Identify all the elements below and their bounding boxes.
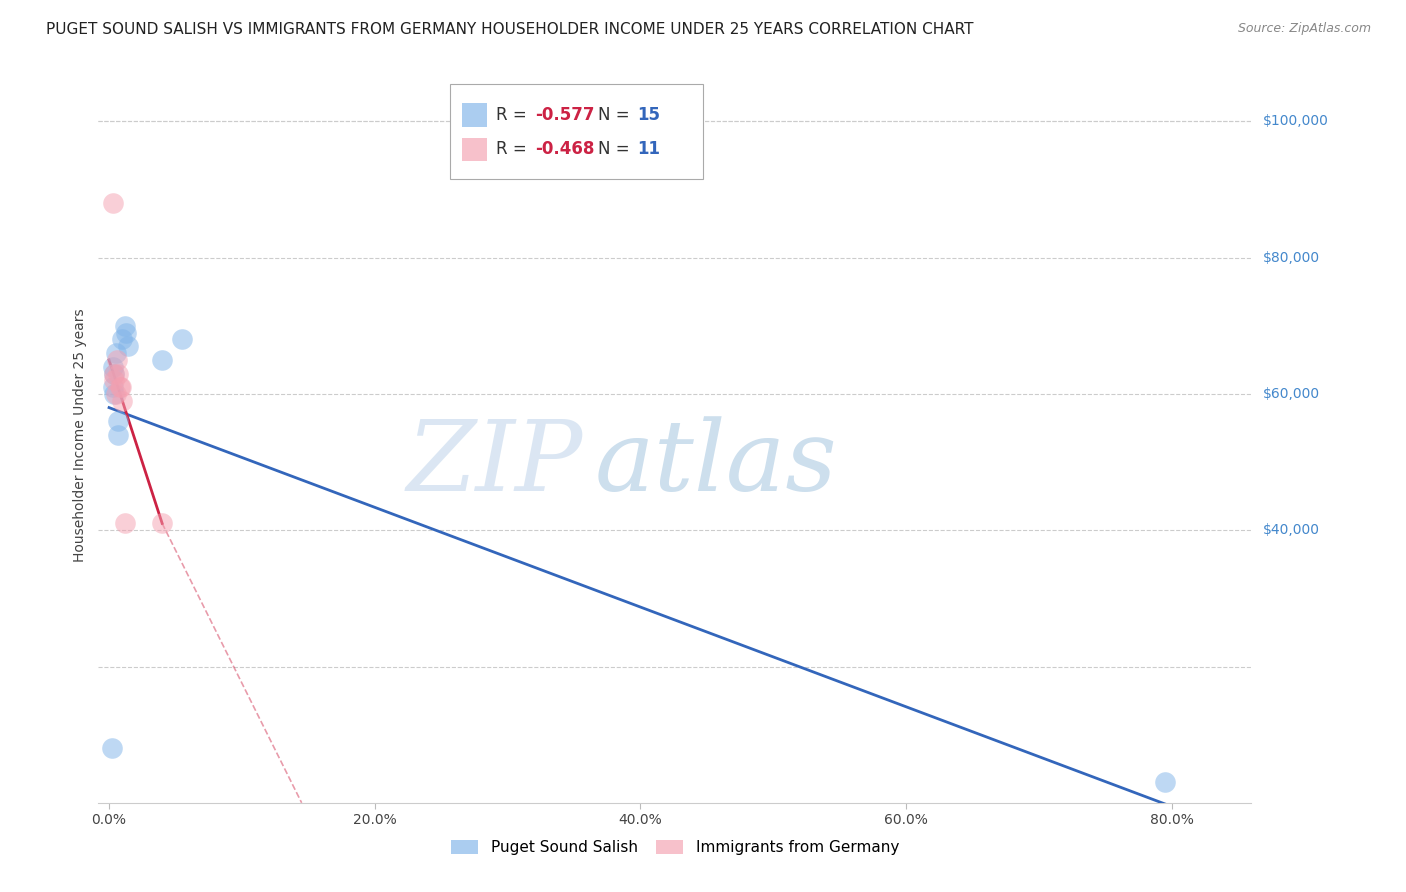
Point [107, 367, 129, 381]
Text: $100,000: $100,000 [1263, 114, 1329, 128]
Text: -0.577: -0.577 [536, 106, 595, 124]
Point [150, 516, 173, 531]
Point [103, 367, 125, 381]
Text: atlas: atlas [595, 417, 837, 512]
Point [107, 414, 129, 428]
Text: N =: N = [598, 140, 634, 158]
Text: 11: 11 [637, 140, 659, 158]
Text: $60,000: $60,000 [1263, 387, 1320, 401]
Point [101, 359, 124, 374]
Point [172, 333, 194, 347]
Text: N =: N = [598, 106, 634, 124]
Point [103, 367, 125, 381]
Point [108, 380, 131, 394]
Point [114, 318, 136, 333]
Point [111, 333, 134, 347]
Point [104, 346, 127, 360]
Text: PUGET SOUND SALISH VS IMMIGRANTS FROM GERMANY HOUSEHOLDER INCOME UNDER 25 YEARS : PUGET SOUND SALISH VS IMMIGRANTS FROM GE… [46, 22, 974, 37]
FancyBboxPatch shape [450, 84, 703, 178]
Text: $40,000: $40,000 [1263, 524, 1319, 537]
Text: R =: R = [496, 106, 533, 124]
Point [1154, 775, 1177, 789]
FancyBboxPatch shape [461, 137, 486, 161]
Point [114, 516, 136, 531]
Point [110, 380, 132, 394]
Point [117, 339, 139, 353]
Point [107, 427, 129, 442]
Point [111, 393, 134, 408]
Point [104, 387, 127, 401]
Y-axis label: Householder Income Under 25 years: Householder Income Under 25 years [73, 308, 87, 562]
Text: 15: 15 [637, 106, 659, 124]
Point [100, 741, 122, 756]
Point [103, 387, 125, 401]
Point [115, 326, 138, 340]
Point [150, 352, 173, 367]
FancyBboxPatch shape [461, 103, 486, 127]
Point [105, 352, 128, 367]
Point [101, 380, 124, 394]
Point [103, 373, 125, 387]
Text: Source: ZipAtlas.com: Source: ZipAtlas.com [1237, 22, 1371, 36]
Text: ZIP: ZIP [406, 417, 582, 512]
Legend: Puget Sound Salish, Immigrants from Germany: Puget Sound Salish, Immigrants from Germ… [444, 834, 905, 862]
Text: R =: R = [496, 140, 533, 158]
Text: -0.468: -0.468 [536, 140, 595, 158]
Text: $80,000: $80,000 [1263, 251, 1320, 265]
Point [101, 196, 124, 211]
